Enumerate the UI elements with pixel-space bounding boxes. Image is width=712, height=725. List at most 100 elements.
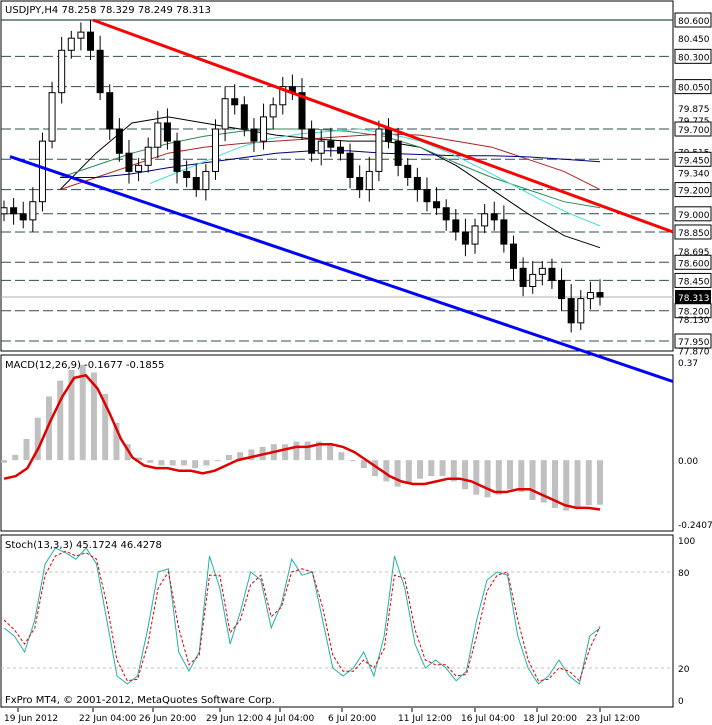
macd-histogram-bar [552,460,559,508]
macd-histogram-bar [282,444,289,461]
stoch-title: Stoch(13,3,3) 45.1724 46.4278 [5,540,162,551]
candle-body [308,128,316,154]
candle-body [58,49,66,94]
candle-body [558,279,566,300]
macd-histogram-bar [574,460,581,508]
candle-body [38,140,46,203]
macd-histogram-bar [383,460,390,482]
macd-histogram-bar [349,460,356,462]
price-tick-label: 80.450 [678,35,710,45]
macd-histogram-bar [315,441,322,461]
stoch-panel[interactable] [0,534,674,708]
candle-body [433,201,441,209]
price-tick-label: 80.050 [678,84,710,94]
last-price-label: 78.313 [678,294,710,304]
time-tick-label: 4 Jul 04:00 [266,714,315,724]
macd-histogram-bar [237,452,244,461]
price-tick-label: 79.450 [678,156,710,166]
macd-histogram-bar [124,444,131,461]
candle-body [346,152,354,178]
stoch-tick-label: 80 [678,569,690,579]
candle-body [490,213,498,221]
stoch-series [1,547,673,685]
candle-body [519,267,527,287]
candle-body [260,116,268,142]
candle-body [471,225,479,245]
candle-body [173,140,181,172]
price-level-box [674,254,712,270]
macd-histogram-bar [338,452,345,461]
macd-histogram-bar [248,449,255,461]
candle-body [115,128,123,154]
candle-body [529,273,537,287]
time-tick-label: 16 Jul 04:00 [461,714,515,724]
macd-histogram-bar [484,460,491,498]
candle-body [404,164,412,178]
candle-body [298,92,306,130]
time-tick-label: 22 Jun 04:00 [79,714,136,724]
last-price-tag [675,290,711,305]
candle-body [77,31,85,39]
macd-histogram-bar [394,460,401,487]
macd-histogram-bar [507,460,514,490]
price-level-box [674,303,712,319]
price-tick-label: 80.300 [678,53,710,63]
macd-histogram-bar [360,460,367,469]
candle-body [586,292,594,300]
macd-histogram-bar [147,460,154,463]
price-tick-label: 78.850 [678,229,710,239]
candle-body [509,243,517,269]
price-level-box [674,121,712,137]
support-trendline [9,155,674,383]
candle-body [96,49,104,94]
candle-body [202,170,210,191]
stoch-tick-label: 100 [678,537,695,547]
macd-histogram-bar [158,460,165,466]
candle-body [365,170,373,191]
macd-histogram-bar [540,460,547,503]
macd-histogram-bar [585,460,592,506]
price-level-box [674,272,712,288]
candle-body [577,298,585,324]
price-tick-label: 79.875 [678,105,710,115]
candle-body [0,207,8,215]
macd-tick-label: 0.37 [678,359,698,369]
macd-panel[interactable] [0,354,674,532]
macd-histogram-bar [12,454,19,461]
macd-histogram-bar [113,423,120,461]
macd-histogram-bar [428,460,435,477]
macd-histogram-bar [405,460,412,485]
time-tick-label: 29 Jun 12:00 [206,714,263,724]
macd-signal-line [3,373,601,511]
candle-body [192,176,200,191]
price-level-box [674,48,712,64]
price-tick-label: 78.130 [678,316,710,326]
candle-body [154,122,162,148]
macd-histogram-bar [495,460,502,495]
price-tick-label: 79.200 [678,187,710,197]
macd-histogram-bar [304,441,311,461]
macd-histogram-bar [417,460,424,479]
macd-histogram-bar [214,460,221,462]
macd-histogram-bar [34,417,41,461]
copyright-text: FxPro MT4, © 2001-2012, MetaQuotes Softw… [5,695,275,706]
candle-body [442,207,450,221]
macd-series [1,364,603,511]
candle-body [394,140,402,166]
candle-body [500,219,508,245]
macd-histogram-bar [169,460,176,466]
macd-tick-label: -0.2407 [678,521,712,531]
candle-body [29,201,37,221]
macd-histogram-bar [203,460,210,466]
time-tick-label: 26 Jun 20:00 [139,714,196,724]
candle-body [48,92,56,142]
candle-body [327,140,335,148]
macd-histogram-bar [439,460,446,477]
candle-body [413,176,421,191]
macd-histogram-bar [192,460,199,469]
macd-histogram-bar [462,460,469,490]
macd-histogram-bar [68,369,75,461]
price-tick-label: 79.000 [678,211,710,221]
macd-histogram-bar [225,454,232,461]
trendlines[interactable] [9,18,674,383]
